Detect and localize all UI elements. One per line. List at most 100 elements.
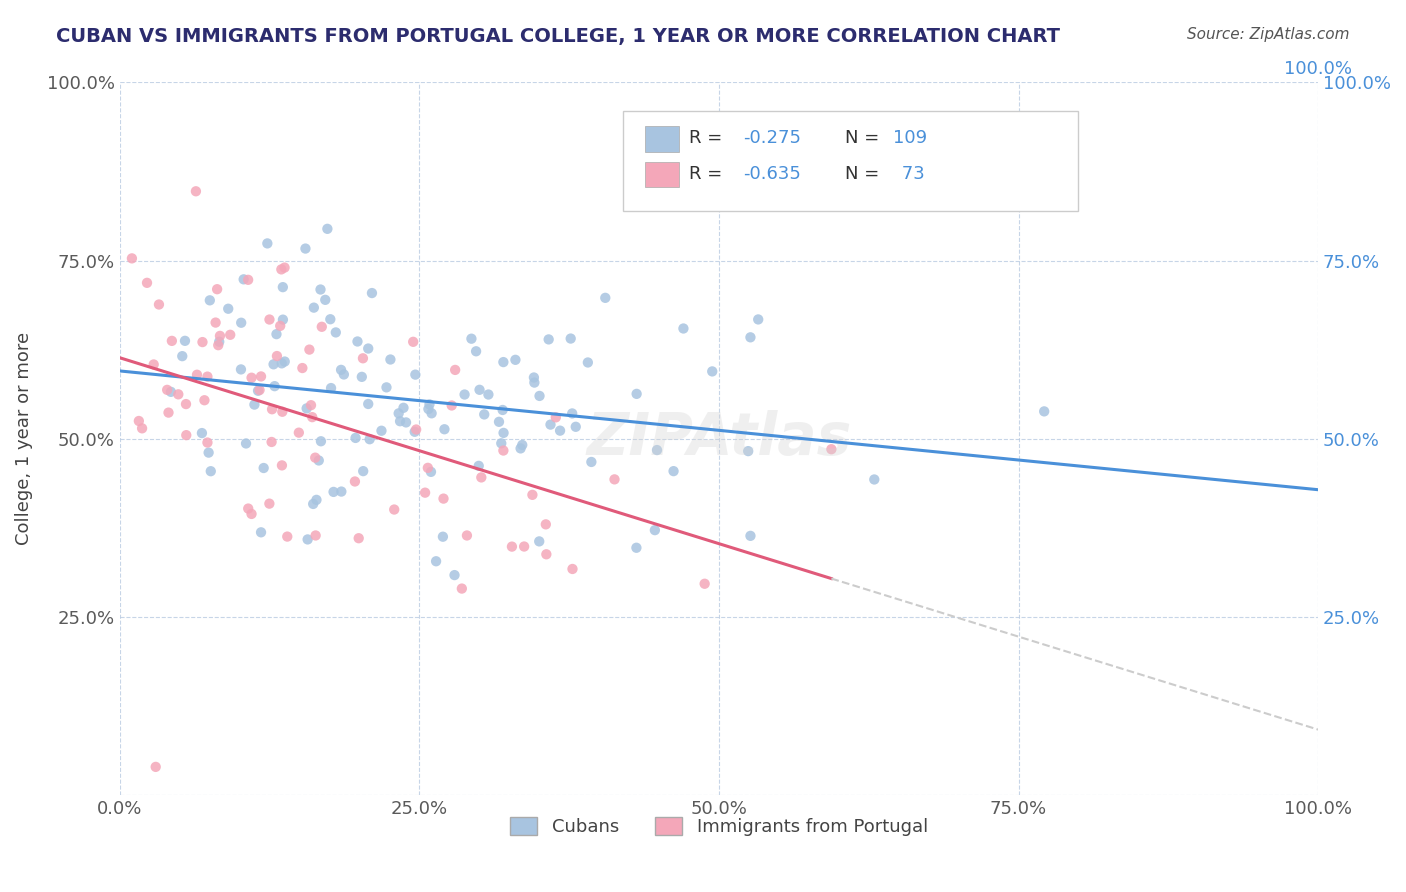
FancyBboxPatch shape: [644, 161, 679, 187]
Point: [309, 434, 332, 449]
Point: [217, 301, 239, 316]
Point: [302, 497, 325, 511]
Point: [523, 370, 546, 384]
Point: [256, 236, 278, 251]
Point: [492, 355, 515, 369]
Point: [416, 460, 439, 475]
Point: [468, 383, 491, 397]
Point: [375, 380, 398, 394]
Point: [305, 492, 328, 507]
Point: [250, 369, 273, 384]
Point: [288, 425, 311, 440]
Point: [131, 421, 153, 435]
Point: [536, 547, 558, 561]
Point: [491, 436, 513, 450]
Point: [197, 435, 219, 450]
Point: [291, 361, 314, 376]
Point: [420, 465, 443, 479]
Point: [232, 272, 254, 286]
Point: [156, 383, 179, 397]
Point: [266, 349, 288, 363]
Point: [352, 351, 374, 366]
Point: [405, 423, 427, 437]
Point: [145, 760, 167, 774]
Point: [231, 316, 253, 330]
Text: -0.275: -0.275: [742, 129, 801, 147]
Point: [343, 475, 366, 489]
Text: -0.635: -0.635: [742, 165, 801, 183]
Point: [271, 280, 294, 294]
Point: [160, 384, 183, 399]
Point: [235, 436, 257, 450]
Point: [191, 335, 214, 350]
Text: N =: N =: [845, 129, 884, 147]
Legend: Cubans, Immigrants from Portugal: Cubans, Immigrants from Portugal: [503, 810, 935, 844]
Point: [198, 293, 221, 308]
Point: [576, 355, 599, 369]
Point: [352, 464, 374, 478]
Point: [174, 397, 197, 411]
Point: [357, 342, 380, 356]
Point: [314, 293, 336, 307]
Point: [561, 562, 583, 576]
Point: [266, 327, 288, 342]
Point: [208, 334, 231, 349]
Point: [395, 416, 418, 430]
Point: [271, 458, 294, 473]
Point: [450, 582, 472, 596]
Point: [540, 417, 562, 432]
Point: [197, 369, 219, 384]
Point: [311, 319, 333, 334]
Point: [128, 414, 150, 428]
Text: 73: 73: [896, 165, 925, 183]
Point: [361, 286, 384, 301]
Point: [253, 461, 276, 475]
Point: [544, 410, 567, 425]
Point: [197, 445, 219, 459]
Point: [193, 393, 215, 408]
Point: [529, 389, 551, 403]
Point: [432, 491, 454, 506]
Point: [299, 398, 322, 412]
FancyBboxPatch shape: [644, 126, 679, 152]
Point: [184, 184, 207, 198]
Point: [240, 370, 263, 384]
Point: [322, 484, 344, 499]
Point: [820, 442, 842, 457]
Point: [432, 530, 454, 544]
Point: [270, 262, 292, 277]
Point: [402, 334, 425, 349]
Point: [505, 352, 527, 367]
Point: [581, 455, 603, 469]
Point: [295, 401, 318, 416]
Point: [747, 312, 769, 326]
Point: [136, 276, 159, 290]
Point: [344, 431, 367, 445]
Point: [603, 472, 626, 486]
Point: [443, 568, 465, 582]
Point: [359, 432, 381, 446]
Point: [425, 554, 447, 568]
Point: [513, 540, 536, 554]
Point: [319, 312, 342, 326]
Text: CUBAN VS IMMIGRANTS FROM PORTUGAL COLLEGE, 1 YEAR OR MORE CORRELATION CHART: CUBAN VS IMMIGRANTS FROM PORTUGAL COLLEG…: [56, 27, 1060, 45]
Point: [236, 273, 259, 287]
Point: [472, 408, 495, 422]
Point: [191, 426, 214, 441]
Point: [595, 291, 617, 305]
Point: [737, 444, 759, 458]
Point: [510, 438, 533, 452]
Point: [249, 383, 271, 397]
Point: [626, 541, 648, 555]
Point: [243, 398, 266, 412]
Point: [260, 434, 283, 449]
Point: [418, 397, 440, 411]
Point: [453, 387, 475, 401]
FancyBboxPatch shape: [623, 111, 1078, 211]
Point: [304, 528, 326, 542]
Point: [174, 334, 197, 348]
Point: [740, 330, 762, 344]
Point: [121, 252, 143, 266]
Point: [200, 464, 222, 478]
Point: [491, 403, 513, 417]
